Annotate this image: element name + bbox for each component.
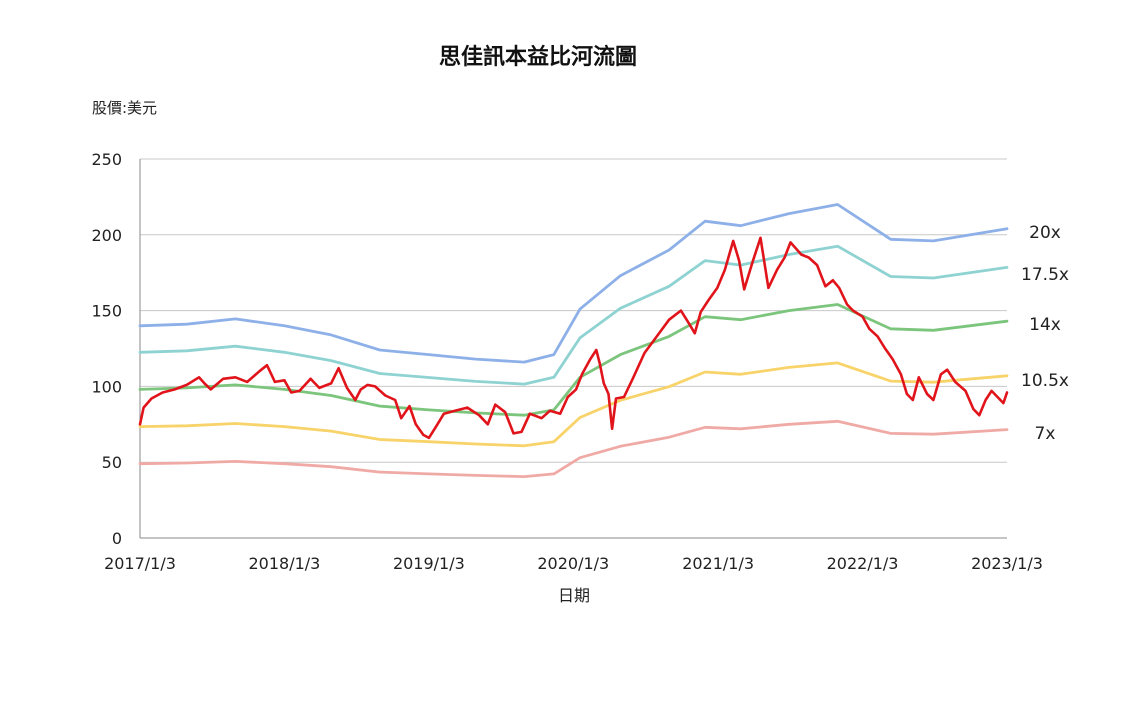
x-tick-label: 2023/1/3 [971, 554, 1043, 573]
y-axis-label: 股價:美元 [92, 99, 157, 117]
series-lines [138, 203, 1009, 478]
series-end-labels: 20x 17.5x 14x 10.5x 7x [1021, 223, 1069, 444]
y-tick-label: 200 [91, 226, 122, 245]
x-tick-label: 2019/1/3 [393, 554, 465, 573]
y-tick-label: 150 [91, 302, 122, 321]
band-label: 14x [1029, 315, 1061, 335]
x-tick-label: 2022/1/3 [827, 554, 899, 573]
pe-band-line-7x [138, 419, 1009, 478]
y-tick-label: 250 [91, 150, 122, 169]
price-line [138, 236, 1009, 440]
pe-band-line-10-5x [138, 361, 1009, 448]
band-label: 7x [1035, 424, 1056, 444]
axes: 0 50 100 150 200 250 2017/1/3 2018/1/3 2019/1/3 2… [91, 150, 1042, 573]
gridlines [140, 158, 1007, 463]
y-tick-label: 0 [112, 529, 122, 548]
x-tick-label: 2021/1/3 [682, 554, 754, 573]
band-label: 20x [1029, 223, 1061, 243]
band-label: 10.5x [1021, 371, 1069, 391]
y-tick-label: 50 [102, 453, 122, 472]
x-tick-label: 2018/1/3 [249, 554, 321, 573]
x-tick-label: 2020/1/3 [537, 554, 609, 573]
pe-band-line-20x [138, 203, 1009, 364]
band-label: 17.5x [1021, 265, 1069, 285]
y-tick-label: 100 [91, 377, 122, 396]
pe-band-line-17-5x [138, 244, 1009, 386]
pe-band-line-14x [138, 303, 1009, 417]
x-axis-label: 日期 [558, 586, 590, 605]
chart-title: 思佳訊本益比河流圖 [439, 44, 637, 70]
x-tick-label: 2017/1/3 [104, 554, 176, 573]
